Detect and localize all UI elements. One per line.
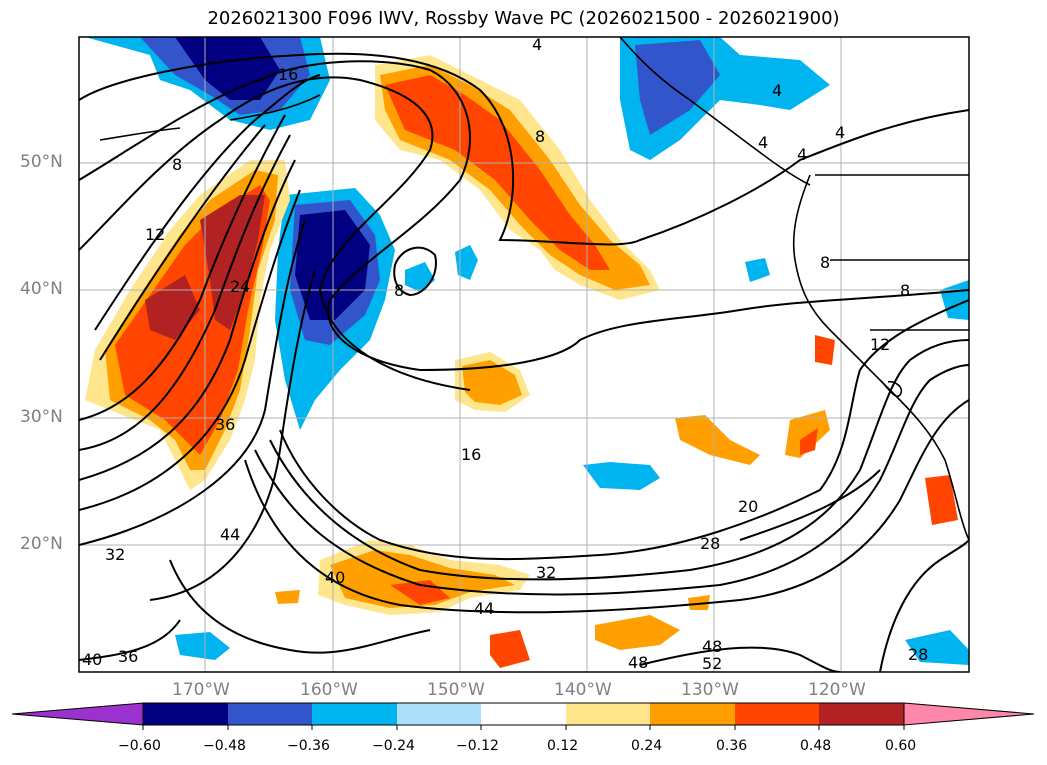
map-frame: [78, 36, 970, 673]
svg-text:8: 8: [394, 281, 404, 300]
svg-text:36: 36: [118, 647, 138, 666]
lon-label-170w: 170°W: [172, 680, 230, 700]
svg-text:40: 40: [82, 650, 102, 669]
svg-text:36: 36: [215, 415, 235, 434]
colorbar-tick-label: −0.60: [118, 738, 161, 754]
iwv-contours: [79, 52, 969, 672]
svg-text:16: 16: [461, 445, 481, 464]
svg-text:24: 24: [230, 277, 250, 296]
colorbar-tick-label: 0.24: [631, 738, 663, 754]
svg-text:44: 44: [474, 599, 494, 618]
svg-text:16: 16: [278, 65, 298, 84]
lon-label-120w: 120°W: [808, 680, 866, 700]
svg-text:4: 4: [772, 81, 782, 100]
svg-text:20: 20: [738, 497, 758, 516]
graticule: [79, 37, 969, 672]
lat-label-50n: 50°N: [20, 152, 63, 172]
svg-text:48: 48: [628, 653, 648, 672]
negative-anomaly-fill: [85, 37, 969, 665]
colorbar-tick-label: 0.60: [885, 738, 917, 754]
svg-text:32: 32: [536, 563, 556, 582]
map-title: 2026021300 F096 IWV, Rossby Wave PC (202…: [207, 8, 840, 29]
svg-text:12: 12: [870, 335, 890, 354]
colorbar-tick-label: −0.12: [456, 738, 499, 754]
colorbar-tick-label: 0.36: [716, 738, 748, 754]
lat-label-40n: 40°N: [20, 279, 63, 299]
svg-text:40: 40: [325, 568, 345, 587]
svg-text:8: 8: [900, 281, 910, 300]
lat-label-20n: 20°N: [20, 534, 63, 554]
svg-text:4: 4: [835, 123, 845, 142]
svg-text:28: 28: [908, 645, 928, 664]
colorbar-tick-label: −0.36: [287, 738, 330, 754]
svg-text:32: 32: [105, 545, 125, 564]
svg-text:4: 4: [532, 35, 542, 54]
colorbar: [11, 702, 1035, 730]
svg-text:52: 52: [702, 654, 722, 673]
svg-text:8: 8: [820, 253, 830, 272]
coastlines: [99, 37, 969, 541]
svg-text:48: 48: [702, 637, 722, 656]
svg-text:8: 8: [535, 127, 545, 146]
svg-text:8: 8: [172, 155, 182, 174]
colorbar-tick-label: 0.48: [800, 738, 832, 754]
lon-label-140w: 140°W: [554, 680, 612, 700]
colorbar-tick-label: −0.24: [372, 738, 415, 754]
svg-text:44: 44: [220, 525, 240, 544]
svg-text:12: 12: [145, 225, 165, 244]
svg-text:4: 4: [758, 133, 768, 152]
lat-label-30n: 30°N: [20, 407, 63, 427]
colorbar-tick-label: 0.12: [547, 738, 579, 754]
colorbar-tick-label: −0.48: [203, 738, 246, 754]
lon-label-150w: 150°W: [427, 680, 485, 700]
lon-label-130w: 130°W: [681, 680, 739, 700]
svg-text:4: 4: [797, 145, 807, 164]
lon-label-160w: 160°W: [300, 680, 358, 700]
svg-text:28: 28: [700, 534, 720, 553]
